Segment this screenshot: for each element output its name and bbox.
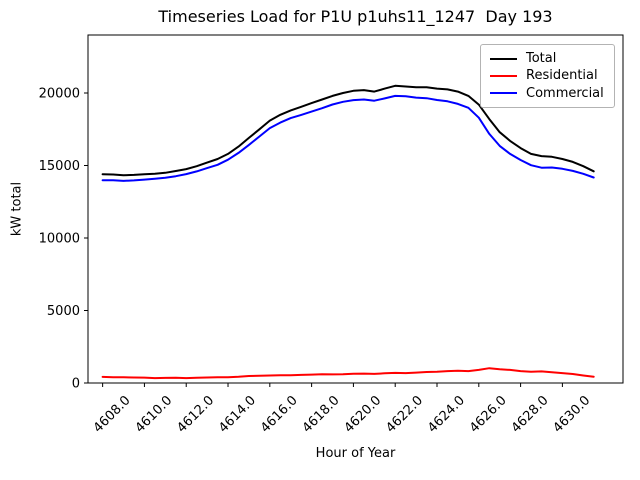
x-tick-label: 4622.0 (383, 393, 426, 436)
legend-label-residential: Residential (526, 68, 598, 84)
chart-title: Timeseries Load for P1U p1uhs11_1247 Day… (158, 7, 553, 26)
x-tick-label: 4616.0 (258, 393, 301, 436)
total-legend-line (490, 57, 517, 60)
y-tick-label: 20000 (39, 87, 80, 102)
x-tick-label: 4612.0 (174, 393, 217, 436)
x-tick-label: 4608.0 (91, 393, 134, 436)
total-line (101, 84, 595, 177)
x-tick-label: 4626.0 (467, 393, 510, 436)
x-tick-label: 4618.0 (300, 393, 343, 436)
x-axis-label: Hour of Year (315, 446, 396, 461)
y-tick-label: 5000 (47, 304, 80, 319)
x-tick-label: 4628.0 (509, 393, 552, 436)
legend-item-residential: Residential (490, 69, 605, 82)
x-tick-label: 4620.0 (342, 393, 385, 436)
legend-item-commercial: Commercial (490, 87, 605, 100)
commercial-line (101, 94, 595, 182)
x-tick-label: 4610.0 (133, 393, 176, 436)
y-tick-label: 10000 (39, 232, 80, 247)
residential-legend-line (490, 74, 517, 77)
axes-frame (87, 34, 624, 384)
x-tick-label: 4624.0 (425, 393, 468, 436)
residential-line (101, 367, 595, 380)
y-tick-label: 0 (72, 377, 80, 392)
commercial-legend-line (490, 92, 517, 95)
legend-item-total: Total (490, 52, 605, 65)
legend-label-total: Total (526, 51, 557, 67)
y-tick-label: 15000 (39, 159, 80, 174)
legend-label-commercial: Commercial (526, 85, 604, 101)
x-tick-label: 4630.0 (551, 393, 594, 436)
legend: Total Residential Commercial (480, 44, 615, 108)
y-axis-label: kW total (9, 181, 25, 237)
x-tick-label: 4614.0 (216, 393, 259, 436)
